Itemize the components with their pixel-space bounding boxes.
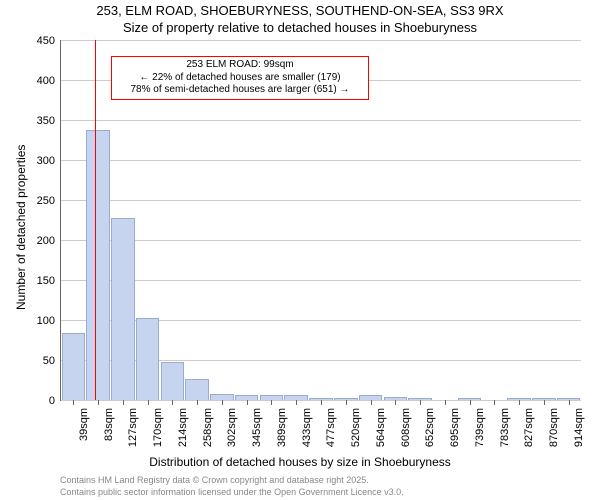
x-tick <box>519 400 520 405</box>
x-tick-label: 433sqm <box>301 408 313 447</box>
x-tick-label: 914sqm <box>573 408 585 447</box>
histogram-bar <box>136 318 160 400</box>
x-tick-label: 652sqm <box>425 408 437 447</box>
x-tick <box>346 400 347 405</box>
y-gridline <box>61 120 581 121</box>
chart-container: 253, ELM ROAD, SHOEBURYNESS, SOUTHEND-ON… <box>0 0 600 500</box>
x-tick-label: 258sqm <box>202 408 214 447</box>
y-tick-label: 50 <box>25 355 55 367</box>
x-tick-label: 477sqm <box>326 408 338 447</box>
x-tick-label: 302sqm <box>226 408 238 447</box>
annotation-line-1: 253 ELM ROAD: 99sqm <box>116 59 364 72</box>
x-tick <box>445 400 446 405</box>
x-tick <box>123 400 124 405</box>
x-tick <box>371 400 372 405</box>
x-tick-label: 827sqm <box>524 408 536 447</box>
y-tick-label: 200 <box>25 235 55 247</box>
x-tick <box>98 400 99 405</box>
x-tick <box>296 400 297 405</box>
x-tick-label: 564sqm <box>375 408 387 447</box>
x-axis-label: Distribution of detached houses by size … <box>0 455 600 469</box>
x-tick-label: 127sqm <box>127 408 139 447</box>
histogram-bar <box>185 379 209 400</box>
reference-line <box>95 40 96 400</box>
footer-attribution: Contains HM Land Registry data © Crown c… <box>60 475 404 498</box>
x-tick-label: 739sqm <box>474 408 486 447</box>
title-line-1: 253, ELM ROAD, SHOEBURYNESS, SOUTHEND-ON… <box>0 3 600 19</box>
y-gridline <box>61 240 581 241</box>
y-tick-label: 400 <box>25 75 55 87</box>
histogram-bar <box>161 362 185 400</box>
y-gridline <box>61 200 581 201</box>
x-tick <box>494 400 495 405</box>
histogram-bar <box>111 218 135 400</box>
x-tick <box>569 400 570 405</box>
x-tick-label: 83sqm <box>103 408 115 441</box>
y-tick-label: 150 <box>25 275 55 287</box>
x-tick <box>222 400 223 405</box>
x-tick <box>197 400 198 405</box>
x-tick <box>470 400 471 405</box>
x-tick <box>420 400 421 405</box>
x-tick-label: 389sqm <box>276 408 288 447</box>
x-tick-label: 345sqm <box>251 408 263 447</box>
y-gridline <box>61 160 581 161</box>
y-gridline <box>61 280 581 281</box>
x-tick-label: 870sqm <box>548 408 560 447</box>
x-tick <box>395 400 396 405</box>
x-tick-label: 214sqm <box>177 408 189 447</box>
plot-area: 253 ELM ROAD: 99sqm← 22% of detached hou… <box>60 40 581 401</box>
annotation-line-3: 78% of semi-detached houses are larger (… <box>116 84 364 97</box>
footer-line-2: Contains public sector information licen… <box>60 487 404 499</box>
x-tick-label: 608sqm <box>400 408 412 447</box>
y-tick-label: 100 <box>25 315 55 327</box>
y-tick-label: 300 <box>25 155 55 167</box>
x-tick <box>172 400 173 405</box>
x-tick-label: 170sqm <box>152 408 164 447</box>
y-tick-label: 450 <box>25 35 55 47</box>
x-tick-label: 520sqm <box>350 408 362 447</box>
histogram-bar <box>86 130 110 400</box>
annotation-line-2: ← 22% of detached houses are smaller (17… <box>116 72 364 85</box>
x-tick <box>544 400 545 405</box>
x-tick-label: 783sqm <box>499 408 511 447</box>
x-tick-label: 39sqm <box>78 408 90 441</box>
x-tick <box>148 400 149 405</box>
x-tick <box>73 400 74 405</box>
y-tick-label: 350 <box>25 115 55 127</box>
title-line-2: Size of property relative to detached ho… <box>0 20 600 36</box>
histogram-bar <box>62 333 86 400</box>
y-tick-label: 0 <box>25 395 55 407</box>
annotation-box: 253 ELM ROAD: 99sqm← 22% of detached hou… <box>111 56 369 100</box>
y-tick-label: 250 <box>25 195 55 207</box>
y-gridline <box>61 40 581 41</box>
x-tick <box>271 400 272 405</box>
footer-line-1: Contains HM Land Registry data © Crown c… <box>60 475 404 487</box>
x-tick <box>247 400 248 405</box>
x-tick <box>321 400 322 405</box>
x-tick-label: 695sqm <box>449 408 461 447</box>
